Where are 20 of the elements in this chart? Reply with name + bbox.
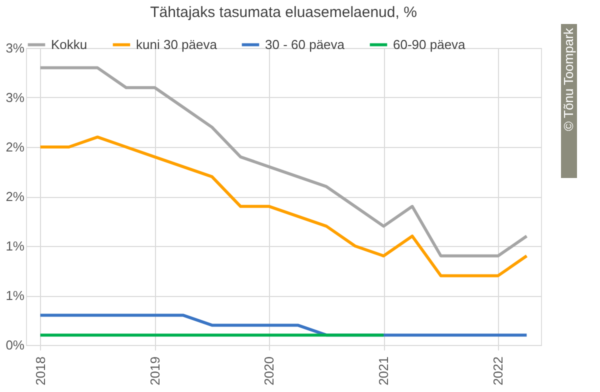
x-tick-label: 2022 bbox=[490, 356, 506, 386]
x-tick-label: 2021 bbox=[376, 356, 392, 386]
line-series bbox=[38, 66, 528, 258]
y-tick-label: 1% bbox=[6, 238, 25, 254]
chart-title: Tähtajaks tasumata eluasemelaenud, % bbox=[150, 4, 417, 21]
y-tick-label: 0% bbox=[6, 338, 25, 352]
legend-label: 60-90 päeva bbox=[393, 36, 466, 52]
y-tick-label: 3% bbox=[6, 90, 25, 105]
line-series bbox=[38, 136, 528, 278]
x-tick-label: 2018 bbox=[32, 356, 48, 386]
legend-label: kuni 30 päeva bbox=[136, 36, 218, 52]
y-tick-label: 3% bbox=[6, 40, 25, 56]
y-tick-label: 2% bbox=[6, 189, 25, 204]
x-tick-label: 2020 bbox=[262, 356, 277, 386]
x-tick-label: 2019 bbox=[147, 356, 162, 386]
legend-label: 30 - 60 päeva bbox=[265, 36, 346, 52]
y-tick-label: 1% bbox=[6, 288, 25, 303]
legend-label: Kokku bbox=[51, 36, 88, 52]
y-tick-label: 2% bbox=[6, 140, 25, 154]
text: © Tõnu Toompark bbox=[561, 28, 576, 132]
